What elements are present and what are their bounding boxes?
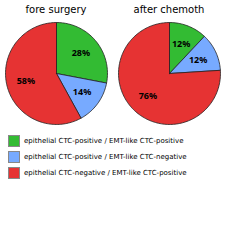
html-text:fore surgery: fore surgery xyxy=(25,4,87,15)
svg-text:76%: 76% xyxy=(139,89,157,102)
html-text:epithelial CTC-positive / EMT-: epithelial CTC-positive / EMT-like CTC-n… xyxy=(24,153,187,161)
svg-text:12%: 12% xyxy=(172,37,190,50)
svg-text:28%: 28% xyxy=(72,46,90,59)
html-text:epithelial CTC-negative / EMT-: epithelial CTC-negative / EMT-like CTC-p… xyxy=(24,169,187,177)
svg-text:14%: 14% xyxy=(73,85,91,98)
svg-text:12%: 12% xyxy=(189,53,207,66)
svg-text:58%: 58% xyxy=(17,74,35,87)
html-text:epithelial CTC-positive / EMT-: epithelial CTC-positive / EMT-like CTC-p… xyxy=(24,137,184,145)
html-text:after chemoth: after chemoth xyxy=(133,4,205,15)
